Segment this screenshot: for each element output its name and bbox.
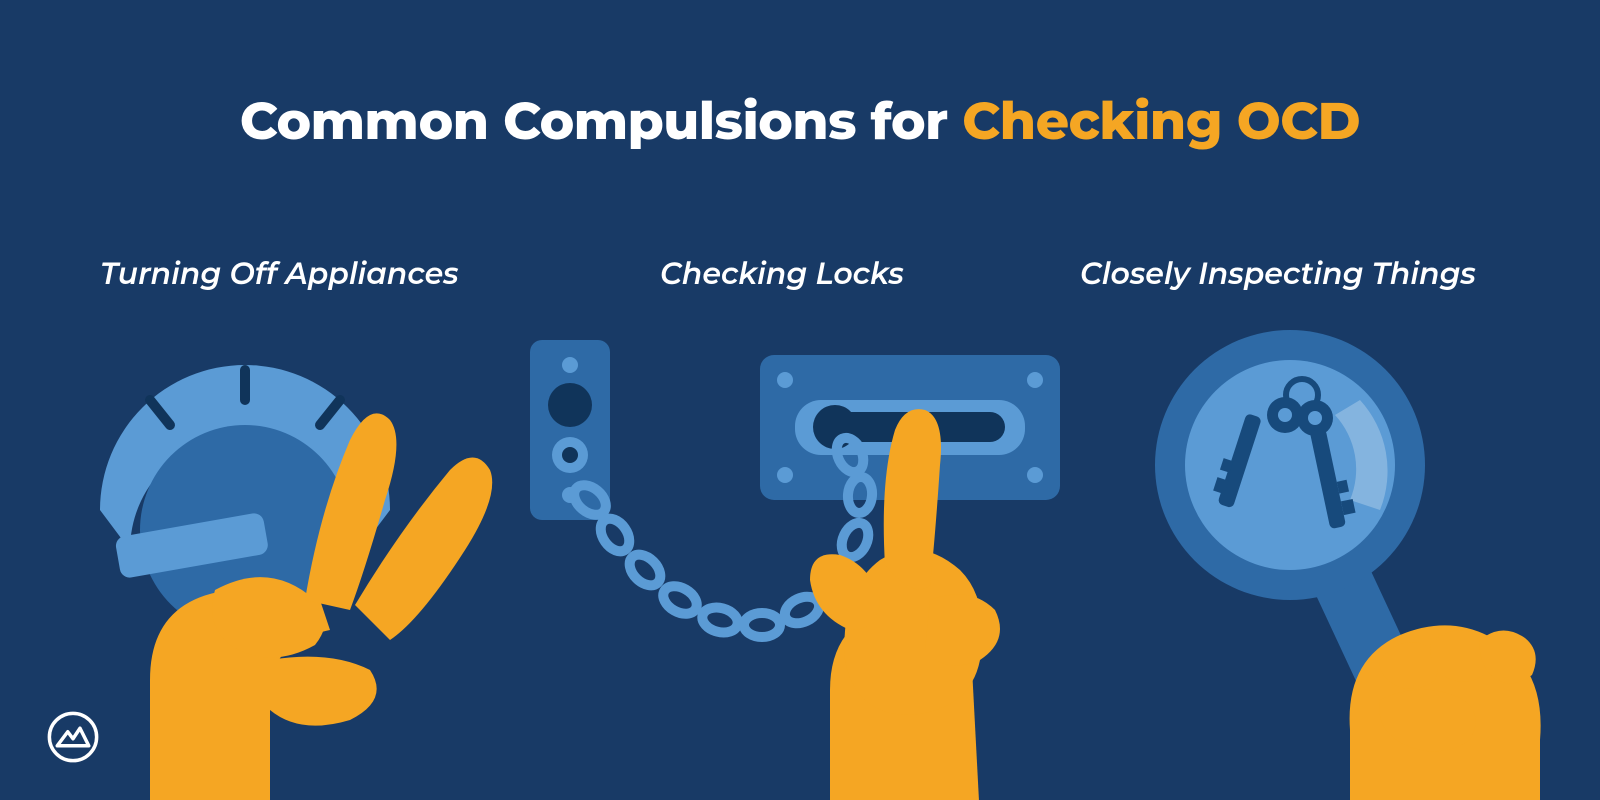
- infographic-canvas: Common Compulsions for Checking OCD Turn…: [0, 0, 1600, 800]
- caption-appliances: Turning Off Appliances: [100, 255, 459, 292]
- page-title: Common Compulsions for Checking OCD: [0, 90, 1600, 153]
- caption-locks: Checking Locks: [660, 255, 904, 292]
- brand-logo-icon: [45, 709, 101, 765]
- illustration-inspecting: [1080, 300, 1600, 800]
- illustration-locks: [500, 300, 1120, 800]
- caption-inspecting: Closely Inspecting Things: [1080, 255, 1476, 292]
- title-highlight: Checking OCD: [962, 90, 1360, 153]
- title-prefix: Common Compulsions for: [240, 90, 962, 153]
